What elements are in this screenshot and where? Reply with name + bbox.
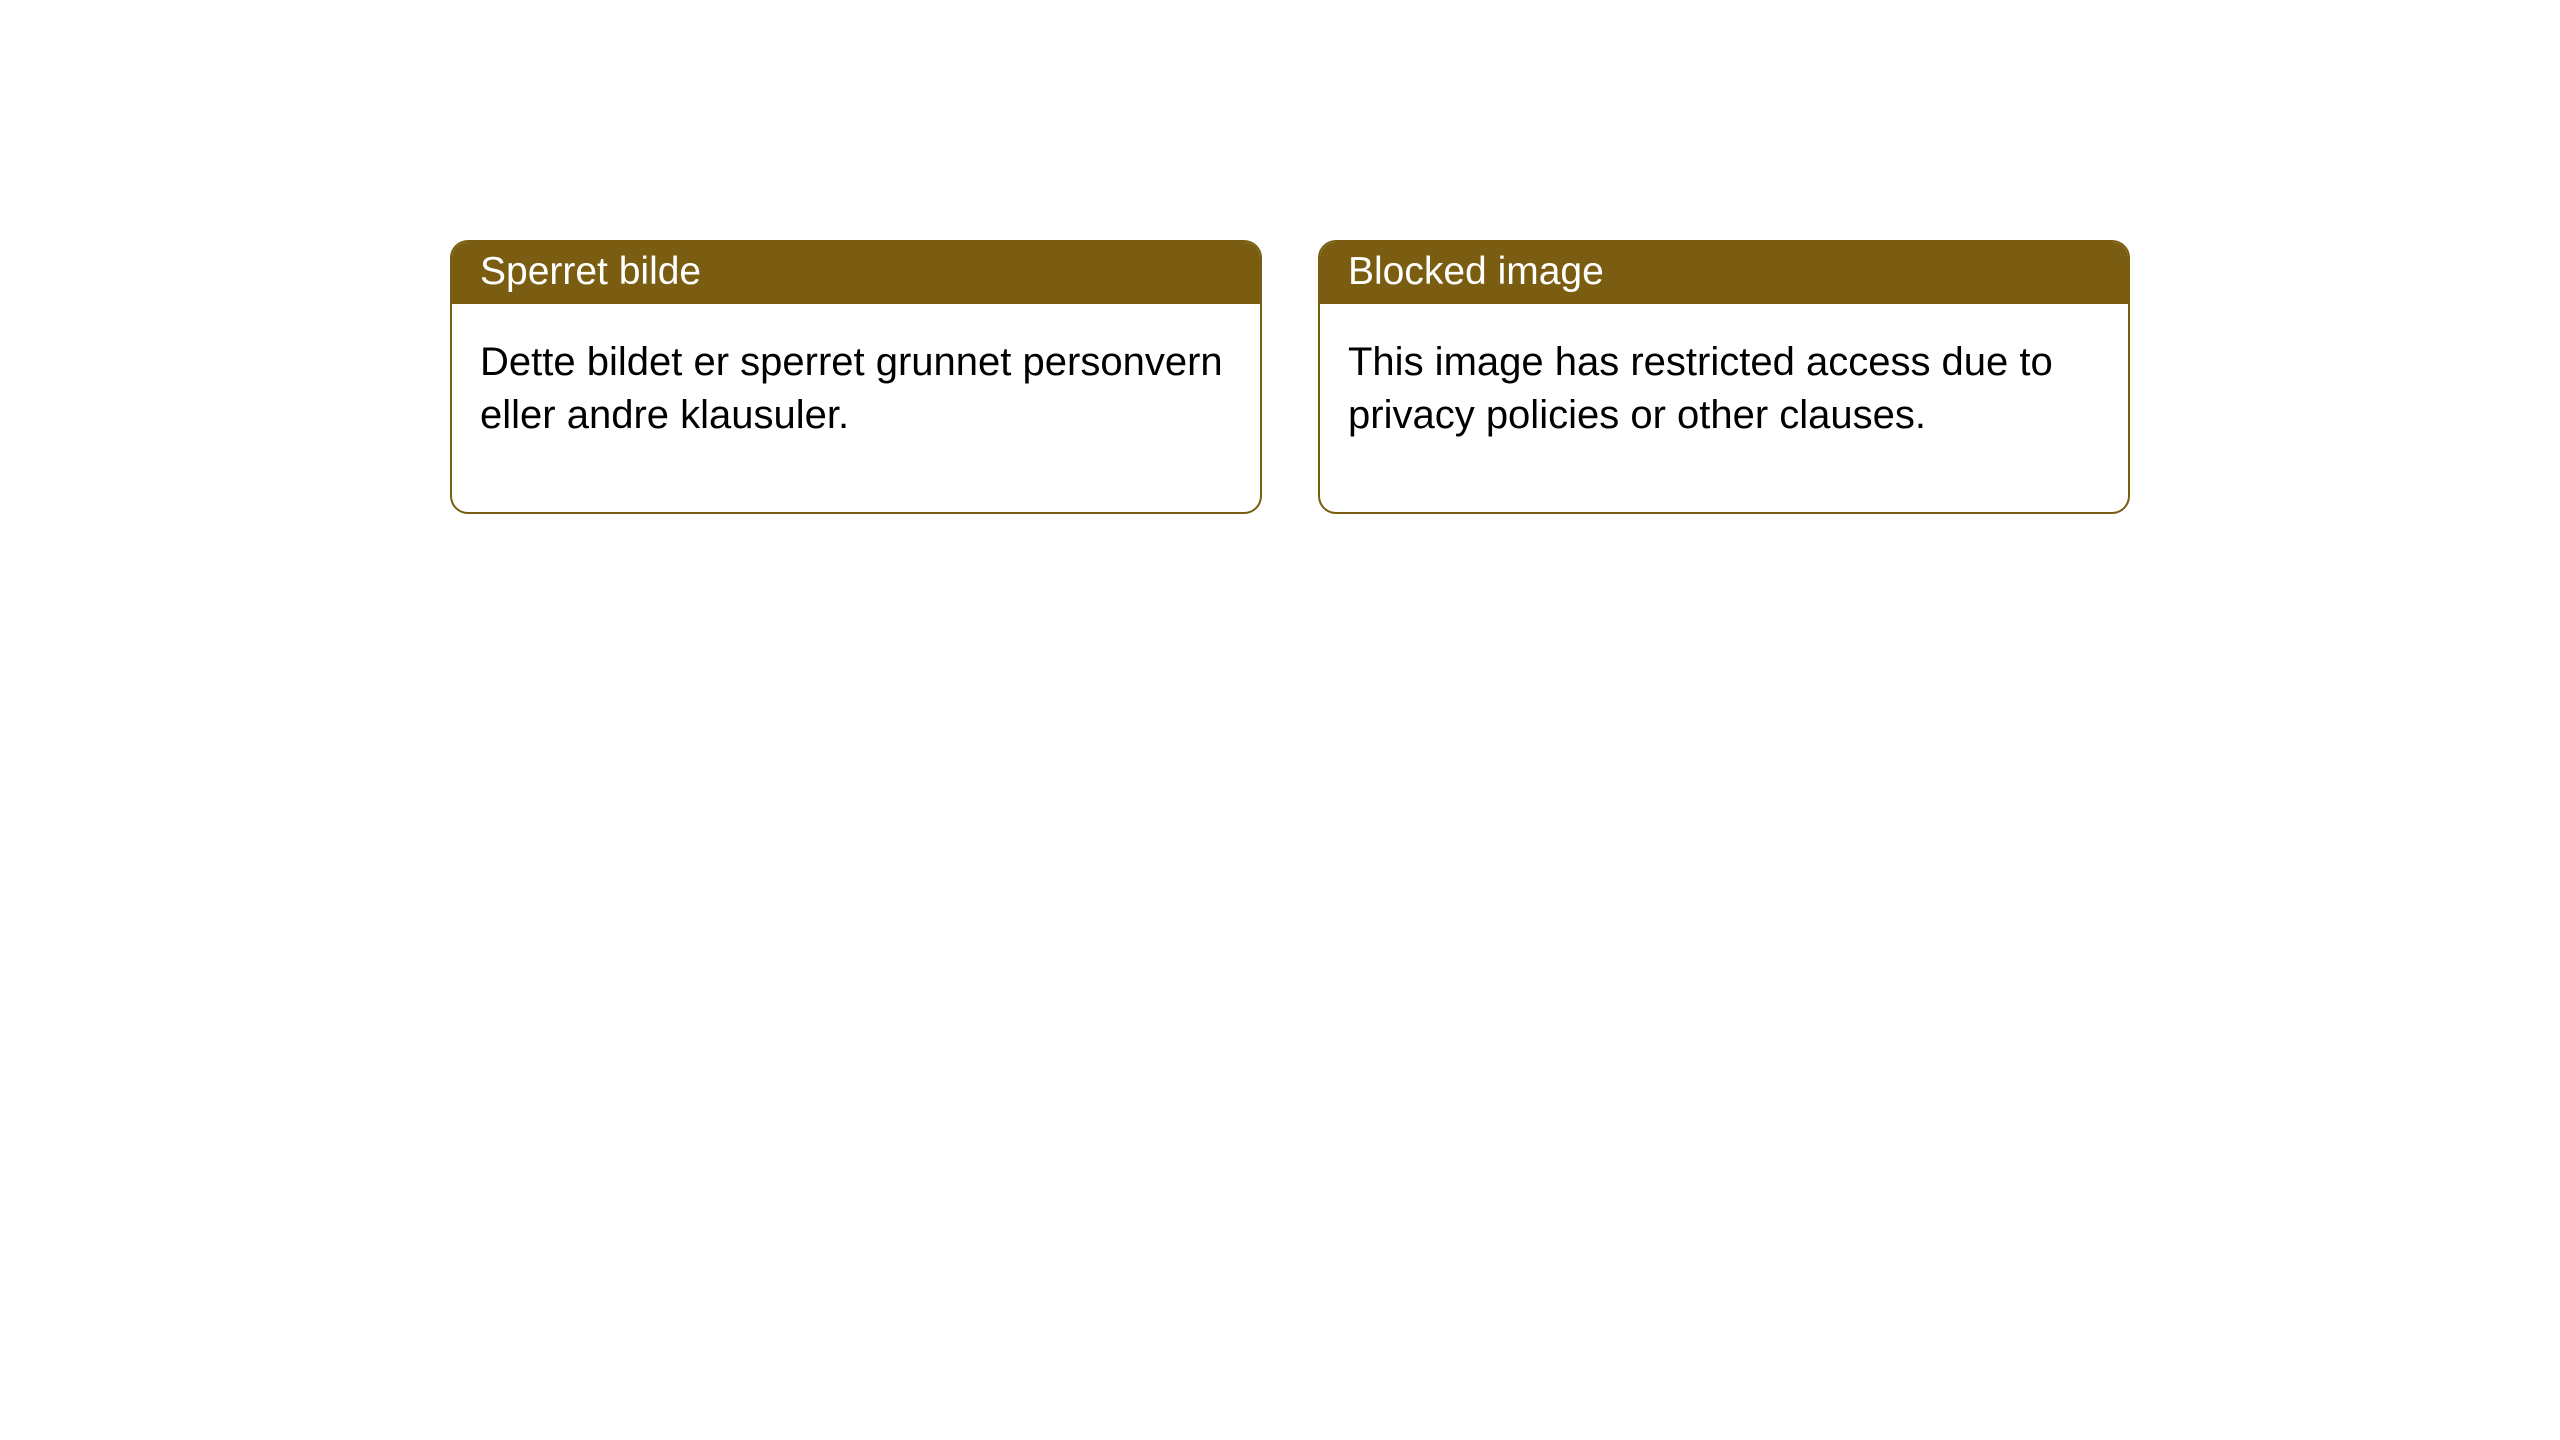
notice-card-english: Blocked image This image has restricted …: [1318, 240, 2130, 514]
notice-header: Blocked image: [1320, 242, 2128, 304]
notice-body: This image has restricted access due to …: [1320, 304, 2128, 512]
notice-card-norwegian: Sperret bilde Dette bildet er sperret gr…: [450, 240, 1262, 514]
notice-header: Sperret bilde: [452, 242, 1260, 304]
notice-container: Sperret bilde Dette bildet er sperret gr…: [0, 0, 2560, 514]
notice-body: Dette bildet er sperret grunnet personve…: [452, 304, 1260, 512]
